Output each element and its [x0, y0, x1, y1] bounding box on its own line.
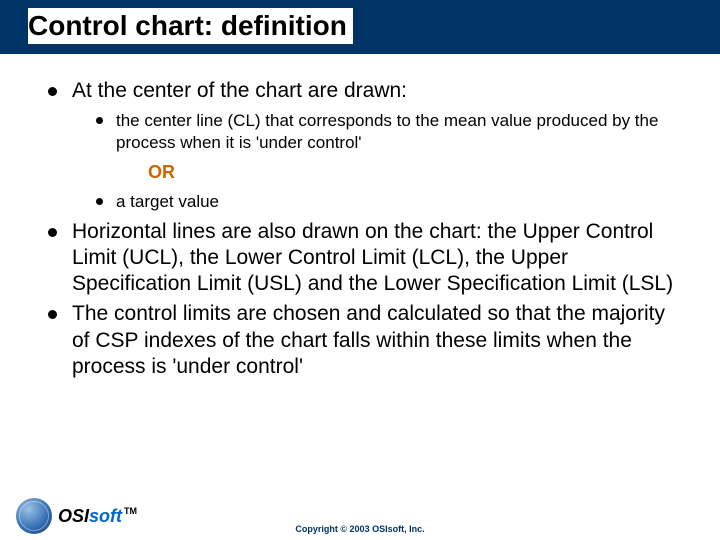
or-separator: OR [148, 161, 680, 184]
bullet-1-text: At the center of the chart are drawn: [72, 79, 407, 102]
brand-soft: soft [89, 506, 122, 526]
brand-tm: TM [124, 506, 137, 516]
bullet-2: Horizontal lines are also drawn on the c… [48, 219, 680, 298]
bullet-1: At the center of the chart are drawn: th… [48, 78, 680, 213]
title-bar: Control chart: definition [0, 0, 720, 54]
brand-osi: OSI [58, 506, 89, 526]
sub-bullet-2: a target value [96, 191, 680, 212]
slide-body: At the center of the chart are drawn: th… [0, 54, 720, 380]
bullet-3: The control limits are chosen and calcul… [48, 301, 680, 380]
slide-title: Control chart: definition [28, 8, 353, 44]
sub-bullet-1: the center line (CL) that corresponds to… [96, 110, 680, 153]
footer: OSIsoftTM Copyright © 2003 OSIsoft, Inc. [0, 492, 720, 540]
copyright-text: Copyright © 2003 OSIsoft, Inc. [0, 524, 720, 534]
